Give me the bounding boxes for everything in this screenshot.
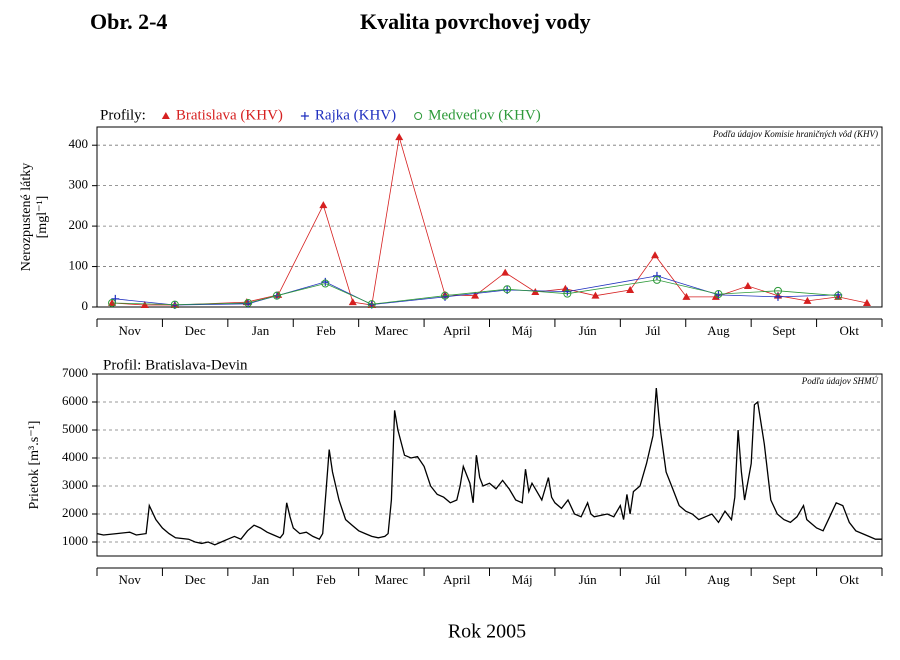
y-axis-label: Prietok [m³.s⁻¹] xyxy=(27,421,42,510)
marker-circle xyxy=(773,286,782,295)
x-tick-label: Okt xyxy=(840,572,860,587)
x-tick-label: Sept xyxy=(772,323,796,338)
y-tick-label: 400 xyxy=(69,136,89,151)
marker-triangle xyxy=(161,112,170,119)
x-tick-label: Nov xyxy=(119,323,142,338)
x-tick-label: Jún xyxy=(579,572,598,587)
x-tick-label: Feb xyxy=(316,323,336,338)
x-tick-label: Dec xyxy=(185,572,206,587)
marker-circle xyxy=(563,289,572,298)
marker-triangle xyxy=(395,133,404,141)
marker-triangle xyxy=(682,292,691,300)
figure-label: Obr. 2-4 xyxy=(90,9,167,34)
x-tick-label: Júl xyxy=(645,323,661,338)
marker-circle xyxy=(714,290,723,299)
annotation: Podľa údajov Komisie hraničných vôd (KHV… xyxy=(712,129,878,139)
x-tick-label: April xyxy=(443,572,471,587)
x-tick-label: Sept xyxy=(772,572,796,587)
marker-circle xyxy=(414,112,423,120)
marker-plus xyxy=(300,112,309,120)
legend-title: Profily: xyxy=(100,107,146,123)
marker-triangle xyxy=(591,291,600,299)
x-tick-label: Marec xyxy=(375,323,408,338)
marker-triangle xyxy=(471,291,480,299)
plot-frame xyxy=(96,373,883,557)
series-line xyxy=(111,279,839,306)
marker-circle xyxy=(652,275,661,284)
marker-circle xyxy=(108,298,117,307)
marker-triangle xyxy=(743,281,752,289)
marker-circle xyxy=(441,291,450,300)
x-tick-label: Máj xyxy=(512,323,533,338)
marker-triangle xyxy=(803,296,812,304)
x-axis-caption: Rok 2005 xyxy=(448,621,526,643)
marker-triangle xyxy=(626,286,635,294)
x-tick-label: Aug xyxy=(707,572,730,587)
marker-circle xyxy=(244,298,253,307)
y-tick-label: 5000 xyxy=(62,421,88,436)
y-tick-label: 7000 xyxy=(62,365,88,380)
x-tick-label: Aug xyxy=(707,323,730,338)
x-tick-label: Jan xyxy=(252,323,270,338)
marker-circle xyxy=(367,300,376,309)
marker-plus xyxy=(652,271,661,280)
marker-triangle xyxy=(108,298,117,306)
marker-triangle xyxy=(140,300,149,308)
x-tick-label: Júl xyxy=(645,572,661,587)
x-tick-label: Marec xyxy=(375,572,408,587)
y-tick-label: 200 xyxy=(69,217,89,232)
marker-circle xyxy=(321,279,330,288)
y-axis-label: Nerozpustené látky xyxy=(19,163,34,271)
marker-triangle xyxy=(862,298,871,306)
marker-circle xyxy=(834,291,843,300)
plot-frame xyxy=(96,126,883,308)
x-tick-label: Nov xyxy=(119,572,142,587)
x-tick-label: Feb xyxy=(316,572,336,587)
y-tick-label: 2000 xyxy=(62,505,88,520)
y-tick-label: 6000 xyxy=(62,393,88,408)
marker-circle xyxy=(272,291,281,300)
marker-plus xyxy=(321,277,330,286)
legend-label: Bratislava (KHV) xyxy=(176,107,283,123)
y-axis-label: [mgl⁻¹] xyxy=(35,196,50,239)
x-tick-label: Okt xyxy=(840,323,860,338)
marker-circle xyxy=(503,285,512,294)
marker-triangle xyxy=(501,268,510,276)
x-tick-label: Jan xyxy=(252,572,270,587)
y-tick-label: 4000 xyxy=(62,449,88,464)
x-tick-label: Máj xyxy=(512,572,533,587)
y-tick-label: 100 xyxy=(69,258,89,273)
x-tick-label: Dec xyxy=(185,323,206,338)
figure-title: Kvalita povrchovej vody xyxy=(360,9,591,34)
marker-triangle xyxy=(319,201,328,209)
marker-triangle xyxy=(348,298,357,306)
y-tick-label: 3000 xyxy=(62,477,88,492)
marker-circle xyxy=(170,300,179,309)
y-tick-label: 300 xyxy=(69,177,89,192)
y-tick-label: 1000 xyxy=(62,533,88,548)
chart-subtitle: Profil: Bratislava-Devin xyxy=(103,357,248,373)
legend-label: Rajka (KHV) xyxy=(315,107,396,123)
legend-label: Medveďov (KHV) xyxy=(428,107,541,123)
x-tick-label: Jún xyxy=(579,323,598,338)
marker-triangle xyxy=(651,251,660,259)
series-line xyxy=(96,387,882,546)
x-tick-label: April xyxy=(443,323,471,338)
annotation: Podľa údajov SHMÚ xyxy=(801,376,879,386)
y-tick-label: 0 xyxy=(82,298,89,313)
